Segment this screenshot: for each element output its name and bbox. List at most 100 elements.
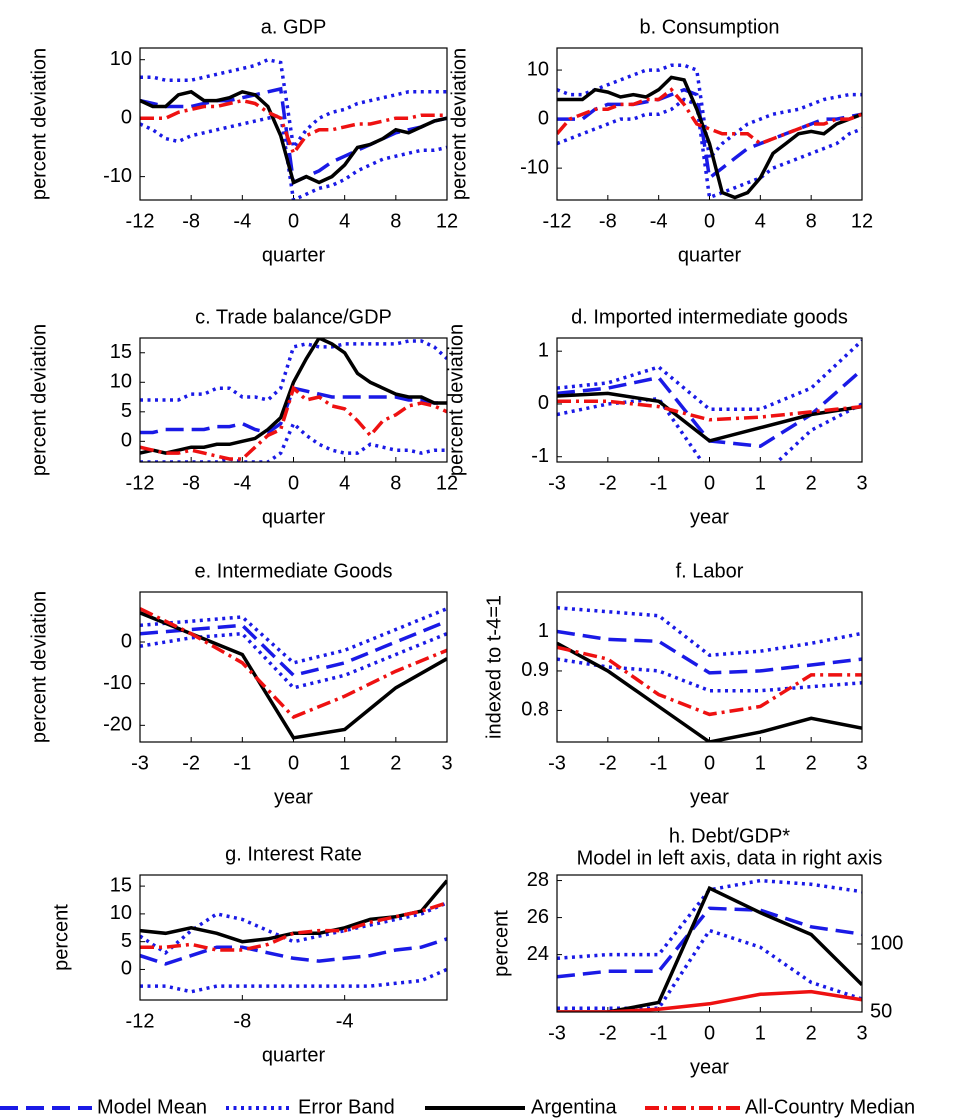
- x-tick-label: 0: [704, 1022, 715, 1044]
- x-tick-label: -1: [233, 752, 251, 774]
- x-tick-label: -8: [599, 210, 617, 232]
- x-tick-label: -1: [650, 752, 668, 774]
- panel: e. Intermediate Goods year percent deviati…: [28, 560, 452, 808]
- y-tick-label: 28: [527, 869, 549, 891]
- x-tick-label: 1: [339, 752, 350, 774]
- x-tick-label: -12: [126, 472, 155, 494]
- y-tick-label: 10: [110, 48, 132, 70]
- y-tick-label: 10: [527, 58, 549, 80]
- series-line: [557, 885, 862, 1012]
- plot-frame: [556, 874, 863, 1013]
- x-tick-label: -3: [548, 472, 566, 494]
- y-tick-label: -10: [520, 156, 549, 178]
- y-axis-label: percent deviation: [28, 324, 50, 476]
- series-line: [557, 606, 862, 657]
- panel: h. Debt/GDP*Model in left axis, data in …: [490, 825, 903, 1078]
- x-tick-label: 3: [856, 1022, 867, 1044]
- series-line: [140, 113, 447, 200]
- series-line: [557, 645, 862, 717]
- x-tick-label: -12: [126, 1010, 155, 1032]
- x-tick-label: 0: [288, 752, 299, 774]
- series-line: [557, 339, 862, 411]
- y-tick-label: 15: [110, 874, 132, 896]
- chart-title: b. Consumption: [639, 16, 779, 38]
- plot-lines: [140, 879, 447, 994]
- chart-title: c. Trade balance/GDP: [195, 306, 392, 328]
- x-tick-label: -2: [599, 472, 617, 494]
- panel: g. Interest Rate quarter percent -12 -8 -4 0 5 1…: [50, 843, 448, 1066]
- x-tick-label: -1: [650, 1022, 668, 1044]
- legend-label: Error Band: [298, 1096, 395, 1118]
- series-line: [557, 989, 862, 1012]
- x-tick-label: -1: [650, 472, 668, 494]
- x-tick-label: -12: [543, 210, 572, 232]
- x-tick-label: 12: [436, 210, 458, 232]
- series-line: [557, 368, 862, 449]
- x-tick-label: -3: [548, 752, 566, 774]
- y-tick-label: 10: [110, 371, 132, 393]
- y-tick-label: 0: [538, 107, 549, 129]
- y-tick-label: 15: [110, 341, 132, 363]
- x-axis-label: year: [690, 1056, 729, 1078]
- x-tick-label: -2: [599, 752, 617, 774]
- y-tick-label: -20: [103, 714, 132, 736]
- y-tick-label: 1: [538, 620, 549, 642]
- series-line: [557, 906, 862, 979]
- x-tick-label: 0: [704, 752, 715, 774]
- plot-lines: [140, 57, 447, 200]
- series-line: [140, 338, 447, 455]
- series-line: [140, 967, 447, 994]
- series-line: [140, 385, 447, 461]
- plot-frame: [139, 591, 448, 743]
- series-line: [557, 878, 862, 961]
- series-line: [140, 57, 447, 152]
- x-tick-label: -4: [233, 472, 251, 494]
- y2-tick-label: 100: [870, 932, 903, 954]
- series-line: [557, 87, 862, 182]
- x-tick-label: -8: [233, 1010, 251, 1032]
- legend: Model Mean Error Band Argentina All-Country…: [0, 1096, 915, 1118]
- x-tick-label: -2: [599, 1022, 617, 1044]
- panel: a. GDP quarter percent deviation -12 -8 -4 0 4 8…: [28, 16, 458, 266]
- panel: d. Imported intermediate goods year percen…: [445, 306, 867, 528]
- y-tick-label: -10: [103, 165, 132, 187]
- x-tick-label: 2: [806, 1022, 817, 1044]
- plot-frame: [556, 337, 863, 463]
- x-tick-label: 1: [755, 752, 766, 774]
- series-line: [140, 619, 447, 678]
- chart-title: h. Debt/GDP*: [669, 825, 790, 847]
- x-tick-label: 3: [441, 752, 452, 774]
- x-tick-label: 8: [390, 472, 401, 494]
- x-tick-label: 0: [288, 210, 299, 232]
- y-tick-label: -10: [103, 672, 132, 694]
- y-tick-label: 1: [538, 339, 549, 361]
- plot-lines: [557, 339, 862, 462]
- series-line: [557, 928, 862, 1011]
- series-line: [557, 87, 862, 146]
- x-axis-label: quarter: [262, 506, 326, 528]
- x-tick-label: 8: [390, 210, 401, 232]
- series-line: [140, 937, 447, 966]
- x-tick-label: 0: [288, 472, 299, 494]
- y-axis-label: percent deviation: [28, 48, 50, 200]
- y-axis-label: percent: [490, 910, 512, 977]
- plot-frame: [556, 591, 863, 743]
- y-axis-label: percent deviation: [445, 324, 467, 476]
- plot-frame: [139, 874, 448, 1001]
- chart-title: d. Imported intermediate goods: [571, 306, 848, 328]
- chart-title: f. Labor: [676, 560, 744, 582]
- series-line: [557, 399, 862, 422]
- x-tick-label: 4: [755, 210, 766, 232]
- series-line: [140, 631, 447, 690]
- x-tick-label: 3: [856, 752, 867, 774]
- plot-frame: [139, 337, 448, 463]
- legend-label: Argentina: [531, 1096, 617, 1118]
- plot-lines: [557, 63, 862, 200]
- y-tick-label: 0.8: [521, 699, 549, 721]
- panel: c. Trade balance/GDP quarter percent devia…: [28, 306, 458, 528]
- series-line: [557, 629, 862, 675]
- chart-title: a. GDP: [261, 16, 327, 38]
- series-line: [140, 89, 447, 185]
- plot-frame: [139, 47, 448, 201]
- panel: b. Consumption quarter percent deviation -1…: [448, 16, 873, 266]
